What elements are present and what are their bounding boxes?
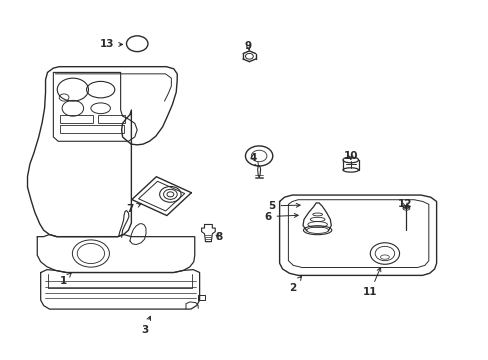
Text: 1: 1 (60, 273, 71, 286)
Text: 10: 10 (343, 150, 357, 161)
Text: 4: 4 (249, 153, 258, 167)
Text: 11: 11 (362, 267, 380, 297)
Text: 3: 3 (141, 316, 150, 335)
Text: 9: 9 (244, 41, 251, 50)
Bar (98, 116, 125, 123)
Text: 5: 5 (267, 201, 300, 211)
Text: 13: 13 (100, 40, 122, 49)
Text: 12: 12 (397, 199, 412, 210)
Text: 2: 2 (288, 276, 301, 293)
Bar (60, 126, 123, 134)
Text: 8: 8 (215, 232, 223, 242)
Text: 6: 6 (264, 212, 298, 221)
Bar (60, 116, 93, 123)
Text: 7: 7 (126, 204, 141, 214)
